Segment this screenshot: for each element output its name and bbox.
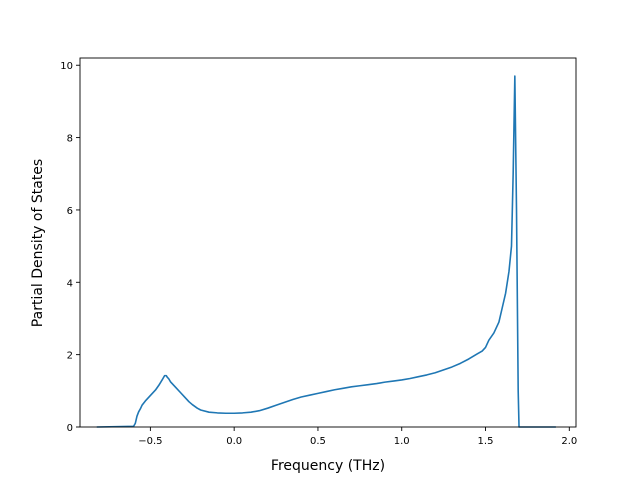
y-tick-label: 2 [67,351,73,362]
x-tick-label: 1.0 [394,436,410,447]
y-tick-label: 8 [67,134,73,145]
y-tick-label: 6 [67,206,73,217]
series-line [96,75,556,428]
y-axis-title: Partial Density of States [30,159,46,327]
x-tick-label: 0.5 [310,436,326,447]
y-tick-label: 0 [67,423,73,434]
plot-frame [79,57,577,428]
y-axis: 0 2 4 6 8 10 [60,61,80,434]
x-tick-label: −0.5 [138,436,162,447]
plot-area [79,57,577,428]
x-tick-label: 1.5 [478,436,494,447]
y-tick-label: 4 [67,278,73,289]
x-tick-label: 2.0 [561,436,577,447]
x-axis: −0.5 0.0 0.5 1.0 1.5 2.0 [138,427,577,447]
x-axis-title: Frequency (THz) [271,458,385,474]
y-tick-label: 10 [60,61,73,72]
x-tick-label: 0.0 [226,436,242,447]
